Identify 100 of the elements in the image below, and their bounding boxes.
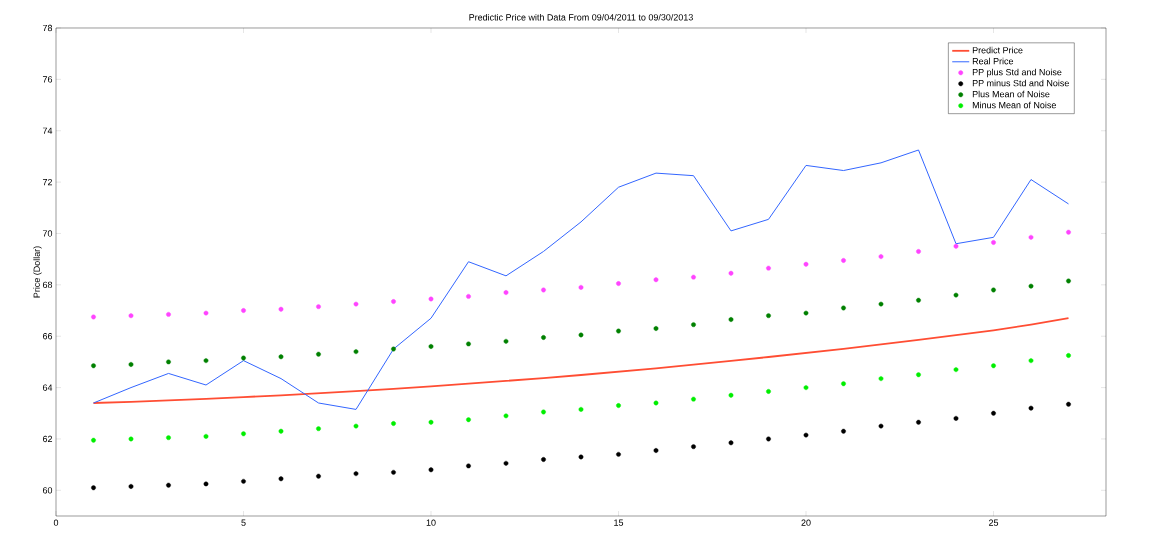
point — [691, 396, 696, 402]
point — [728, 392, 734, 398]
point — [578, 285, 584, 290]
point — [728, 270, 734, 276]
point — [391, 346, 396, 352]
point — [91, 485, 96, 491]
point — [241, 308, 246, 313]
point — [541, 287, 546, 293]
point — [991, 240, 996, 245]
point — [466, 463, 471, 469]
point — [803, 261, 809, 267]
point — [128, 484, 134, 489]
y-tick-label: 64 — [42, 384, 53, 391]
point — [503, 338, 509, 344]
point — [728, 317, 734, 322]
point — [803, 310, 809, 316]
x-tick-label: 0 — [53, 519, 59, 526]
point — [691, 322, 696, 328]
point — [428, 419, 434, 425]
point — [166, 435, 171, 441]
point — [1028, 358, 1034, 364]
y-tick-label: 74 — [42, 127, 53, 134]
y-tick-label: 78 — [42, 24, 53, 32]
point — [503, 460, 509, 466]
point — [316, 473, 321, 479]
point — [91, 437, 96, 443]
point — [616, 328, 621, 334]
point — [578, 454, 584, 460]
point — [278, 306, 284, 312]
point — [991, 363, 996, 369]
legend-label: Real Price — [972, 57, 1014, 65]
line-series — [93, 149, 1069, 410]
point — [991, 410, 996, 416]
point — [203, 481, 209, 487]
point — [203, 433, 209, 439]
point — [1028, 283, 1034, 289]
point — [428, 344, 434, 349]
point — [1066, 278, 1071, 284]
point — [466, 341, 471, 347]
point — [391, 299, 396, 304]
legend-label: Minus Mean of Noise — [972, 101, 1056, 109]
point — [391, 469, 396, 475]
point — [653, 326, 659, 331]
point — [578, 407, 584, 412]
point — [578, 332, 584, 338]
point — [766, 313, 771, 319]
y-tick-label: 62 — [42, 435, 53, 443]
point — [166, 482, 171, 488]
point — [878, 254, 884, 259]
point — [878, 423, 884, 429]
point — [766, 265, 771, 271]
point — [128, 436, 134, 442]
point — [653, 277, 659, 283]
point — [1066, 401, 1071, 407]
point — [278, 476, 284, 482]
legend-label: Plus Mean of Noise — [972, 90, 1050, 98]
point — [766, 436, 771, 442]
point — [503, 413, 509, 419]
point — [916, 297, 921, 303]
point — [653, 400, 659, 406]
point — [203, 310, 209, 316]
x-tick-label: 5 — [241, 519, 246, 526]
x-tick-label: 10 — [426, 519, 436, 526]
point — [1028, 234, 1034, 240]
x-tick-label: 15 — [614, 519, 624, 526]
point — [541, 335, 546, 340]
y-tick-label: 76 — [42, 76, 53, 83]
point — [616, 451, 621, 457]
point — [728, 440, 734, 446]
point — [353, 471, 359, 477]
point — [1066, 353, 1071, 358]
point — [428, 467, 434, 473]
point — [841, 381, 846, 387]
point — [91, 314, 96, 320]
y-tick-label: 70 — [42, 230, 53, 237]
point — [278, 354, 284, 360]
point — [128, 313, 134, 319]
point — [803, 385, 809, 390]
y-tick-label: 72 — [42, 178, 53, 186]
point — [953, 243, 959, 249]
point — [241, 478, 246, 484]
y-axis-title: Price (Dollar) — [33, 246, 42, 298]
point — [466, 294, 471, 299]
point — [316, 426, 321, 432]
point — [353, 301, 359, 307]
y-tick-label: 60 — [42, 487, 53, 494]
point — [841, 305, 846, 311]
point — [616, 281, 621, 286]
point — [128, 362, 134, 367]
y-tick-label: 66 — [42, 333, 53, 340]
point — [353, 349, 359, 355]
point — [166, 359, 171, 365]
point — [428, 296, 434, 302]
point — [616, 403, 621, 408]
point — [316, 351, 321, 357]
point — [166, 311, 171, 317]
point — [391, 421, 396, 426]
point — [241, 431, 246, 437]
point — [991, 287, 996, 293]
point — [691, 274, 696, 280]
